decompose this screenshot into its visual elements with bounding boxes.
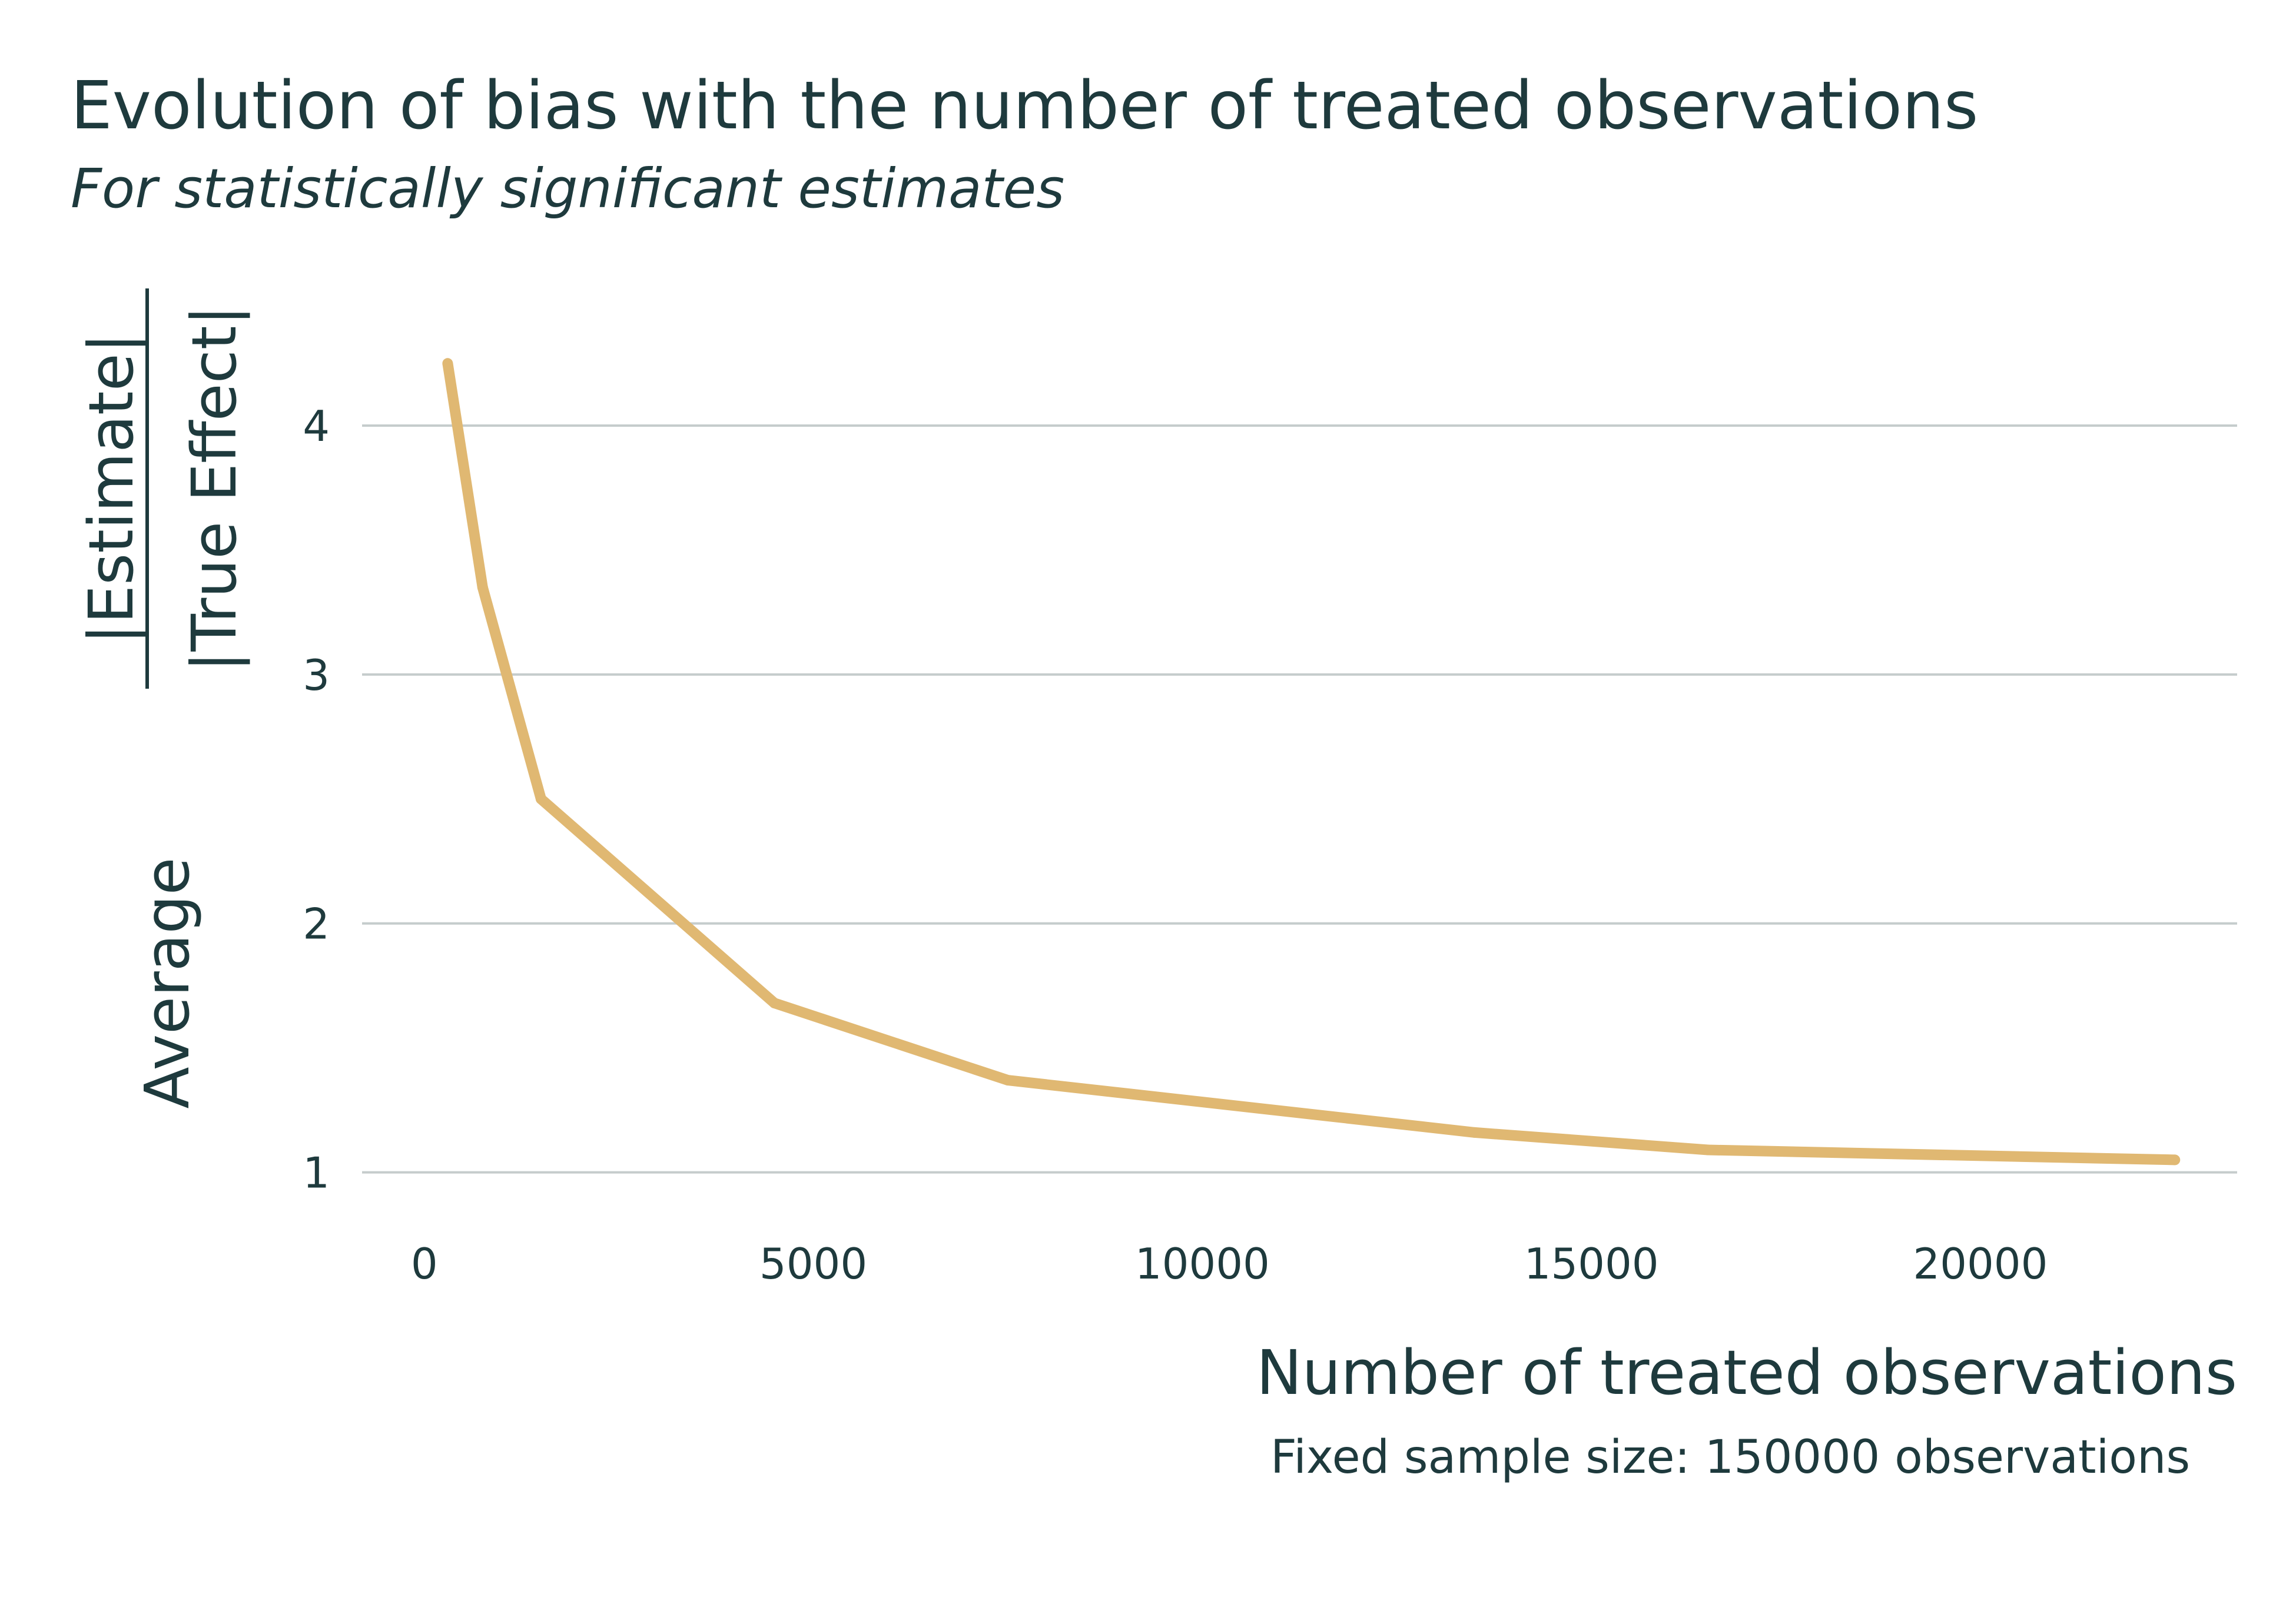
data-point (2169, 1154, 2181, 1166)
x-axis-label: Number of treated observations (1256, 1337, 2237, 1409)
gridlines (362, 424, 2237, 1174)
x-tick-label: 15000 (1524, 1239, 1659, 1289)
x-tick-label: 20000 (1913, 1239, 2048, 1289)
data-point (535, 793, 546, 805)
chart-caption: Fixed sample size: 150000 observations (1270, 1431, 2190, 1484)
y-tick-label: 3 (303, 650, 330, 700)
data-point (1703, 1144, 1714, 1156)
y-tick-label: 4 (303, 401, 330, 451)
y-tick-label: 2 (303, 899, 330, 949)
series-line-0 (442, 362, 2175, 1166)
data-point (477, 582, 488, 593)
data-point (1002, 1075, 1013, 1086)
x-tick-label: 0 (411, 1239, 438, 1289)
x-tick-label: 10000 (1135, 1239, 1270, 1289)
y-axis-label-prefix: Average (131, 857, 203, 1108)
data-point (442, 358, 453, 369)
data-point (769, 998, 780, 1009)
data-point (1469, 1127, 1480, 1138)
series (442, 358, 2181, 1166)
y-axis-label: Average |Estimate| |True Effect| (75, 288, 250, 1109)
x-tick-label: 5000 (759, 1239, 867, 1289)
y-axis-ticks: 1 2 3 4 (303, 401, 330, 1198)
y-axis-label-numerator: |Estimate| (75, 333, 147, 644)
chart-title: Evolution of bias with the number of tre… (71, 68, 1978, 144)
x-axis-ticks: 0 5000 10000 15000 20000 (411, 1239, 2048, 1289)
chart-subtitle: For statistically significant estimates (71, 157, 1064, 220)
y-tick-label: 1 (303, 1148, 330, 1198)
y-axis-label-denominator: |True Effect| (178, 305, 250, 672)
